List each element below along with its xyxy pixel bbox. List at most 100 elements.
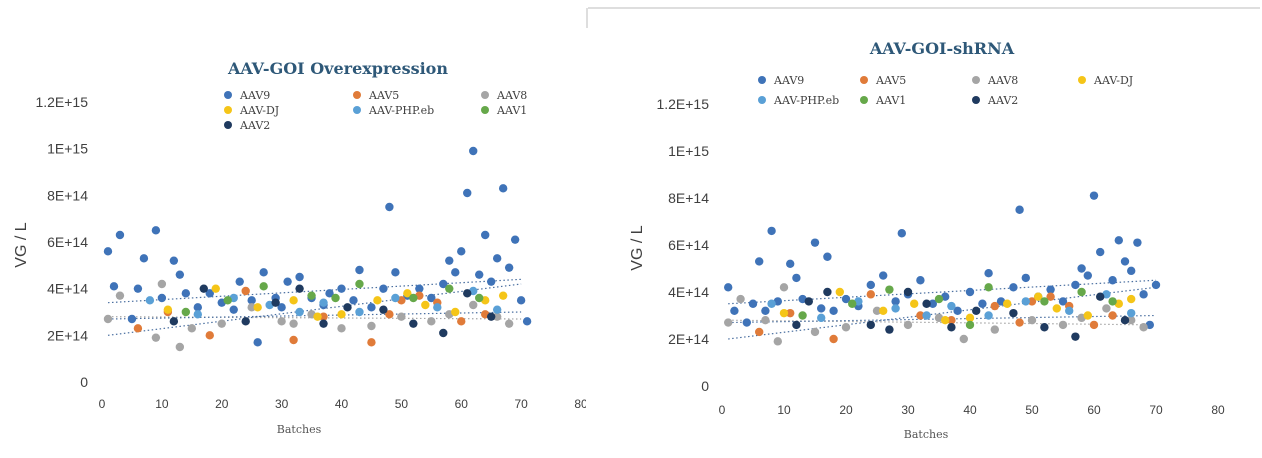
legend-marker [481,106,489,114]
data-point [367,338,376,347]
data-point [145,296,155,305]
data-point [486,312,496,321]
legend-marker [860,96,868,104]
data-point [289,319,298,328]
data-point [367,303,376,312]
data-points [724,191,1161,346]
legend-label: AAV2 [987,94,1018,107]
data-point [457,247,466,256]
data-point [439,328,448,338]
legend-label: AAV-PHP.eb [773,94,839,107]
data-point [1120,257,1130,266]
data-point [903,287,913,297]
data-point [841,323,851,332]
data-point [175,342,185,352]
data-point [103,247,113,256]
data-point [451,307,460,317]
data-point [922,299,931,308]
data-point [379,284,388,293]
data-point [169,317,179,326]
data-point [253,303,262,312]
data-point [872,306,882,315]
data-point [767,299,776,308]
data-point [385,310,394,319]
data-point [103,314,113,324]
data-point [1015,205,1024,214]
y-tick-label: 1E+15 [668,143,709,159]
scatter-chart-shrna: AAV-GOI-shRNA AAV9 AAV5 AAV8 AAV-DJ AAV-PHP.… [586,7,1260,441]
legend-label: AAV-DJ [1093,74,1133,87]
data-point [1108,311,1117,320]
data-point [1089,191,1099,200]
data-point [916,311,925,320]
x-tick-label: 80 [1211,403,1225,417]
legend-label: AAV9 [239,89,270,102]
data-point [1058,297,1068,306]
data-point [1139,290,1148,299]
y-tick-label: 6E+14 [668,237,709,253]
data-point [475,293,484,303]
data-point [193,303,202,312]
data-point [910,299,919,308]
data-point [1127,294,1136,304]
legend-label: AAV9 [773,74,804,87]
data-point [409,319,418,328]
data-point [866,320,875,330]
data-point [879,306,888,315]
data-point [1065,306,1074,315]
x-tick-label: 60 [455,397,469,411]
trendline [728,319,1157,326]
data-point [724,283,733,292]
trendline [107,316,522,320]
trendline [107,283,522,336]
data-point [277,317,286,326]
data-point [295,307,304,317]
data-point [486,277,496,286]
data-point [817,304,826,313]
legend-marker [224,106,232,114]
data-point [841,294,851,304]
legend-marker [758,76,766,84]
data-point [730,306,739,315]
data-point [810,238,820,247]
data-point [922,311,931,320]
data-point [445,256,454,265]
x-tick-label: 30 [275,397,289,411]
data-point [337,284,346,293]
legend-marker [224,91,232,99]
data-point [427,293,436,303]
data-point [439,279,448,289]
data-point [928,299,937,308]
data-point [990,301,999,311]
data-point [181,307,191,317]
data-point [798,311,807,320]
x-tick-label: 50 [1025,403,1039,417]
data-point [885,285,894,294]
data-point [817,313,826,323]
y-tick-label: 0 [701,378,709,394]
data-point [1096,292,1105,301]
data-point [984,269,993,278]
data-point [1127,316,1136,325]
data-point [866,290,875,299]
data-point [109,282,119,291]
data-point [916,276,925,285]
data-point [510,235,520,244]
data-point [984,283,993,292]
data-point [241,317,250,326]
data-point [1071,280,1080,290]
data-point [283,277,292,286]
data-point [1089,320,1099,330]
data-point [469,300,478,310]
data-point [990,325,999,334]
data-point [1127,266,1136,276]
data-point [163,305,173,314]
x-axis-ticks: 0 10 20 30 40 50 60 70 80 [719,403,1225,417]
data-point [498,291,508,300]
x-tick-label: 70 [514,397,528,411]
data-point [427,317,436,326]
chart-title: AAV-GOI Overexpression [227,59,448,78]
data-point [891,297,900,306]
data-point [903,320,913,330]
data-point [810,327,820,337]
